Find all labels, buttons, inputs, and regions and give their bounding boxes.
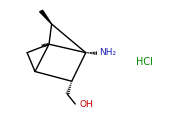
Text: NH₂: NH₂	[99, 48, 116, 57]
Text: OH: OH	[80, 100, 93, 109]
Polygon shape	[40, 10, 52, 24]
Text: HCl: HCl	[136, 57, 153, 67]
